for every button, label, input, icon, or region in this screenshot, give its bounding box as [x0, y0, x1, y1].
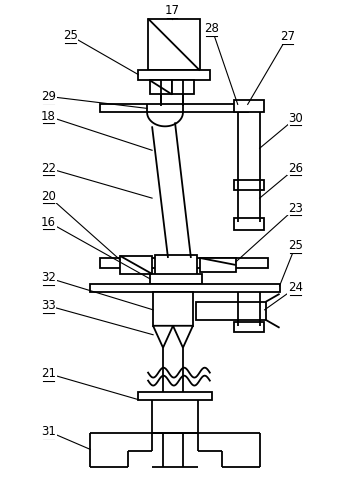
Bar: [90, 284, 279, 292]
Bar: [138, 392, 212, 399]
Text: 29: 29: [41, 90, 56, 103]
Polygon shape: [173, 326, 193, 348]
Text: 16: 16: [41, 216, 56, 228]
Bar: [200, 258, 236, 272]
Bar: [155, 255, 197, 275]
Bar: [234, 100, 264, 112]
Text: 33: 33: [41, 300, 56, 312]
Bar: [120, 256, 152, 274]
Text: 27: 27: [280, 30, 295, 43]
Text: 20: 20: [41, 189, 56, 203]
Polygon shape: [153, 326, 173, 348]
Bar: [152, 397, 198, 433]
Bar: [148, 19, 200, 71]
Text: 31: 31: [41, 425, 56, 438]
Bar: [100, 104, 248, 112]
Text: 32: 32: [41, 271, 56, 284]
Text: 17: 17: [165, 4, 180, 17]
Bar: [150, 80, 172, 94]
Bar: [172, 80, 194, 94]
Text: 22: 22: [41, 162, 56, 175]
Bar: [138, 71, 210, 80]
Text: 23: 23: [288, 202, 303, 215]
Text: 30: 30: [288, 112, 303, 125]
Bar: [196, 302, 266, 320]
Bar: [234, 180, 264, 190]
Text: 28: 28: [205, 22, 219, 35]
Text: 21: 21: [41, 367, 56, 380]
Text: 25: 25: [63, 29, 78, 42]
Text: 24: 24: [288, 281, 303, 294]
Bar: [153, 292, 193, 326]
Text: 26: 26: [288, 162, 303, 175]
Bar: [234, 218, 264, 230]
Bar: [150, 274, 202, 284]
Text: 18: 18: [41, 110, 56, 123]
Bar: [100, 258, 267, 268]
Text: 25: 25: [288, 240, 303, 252]
Bar: [234, 322, 264, 332]
